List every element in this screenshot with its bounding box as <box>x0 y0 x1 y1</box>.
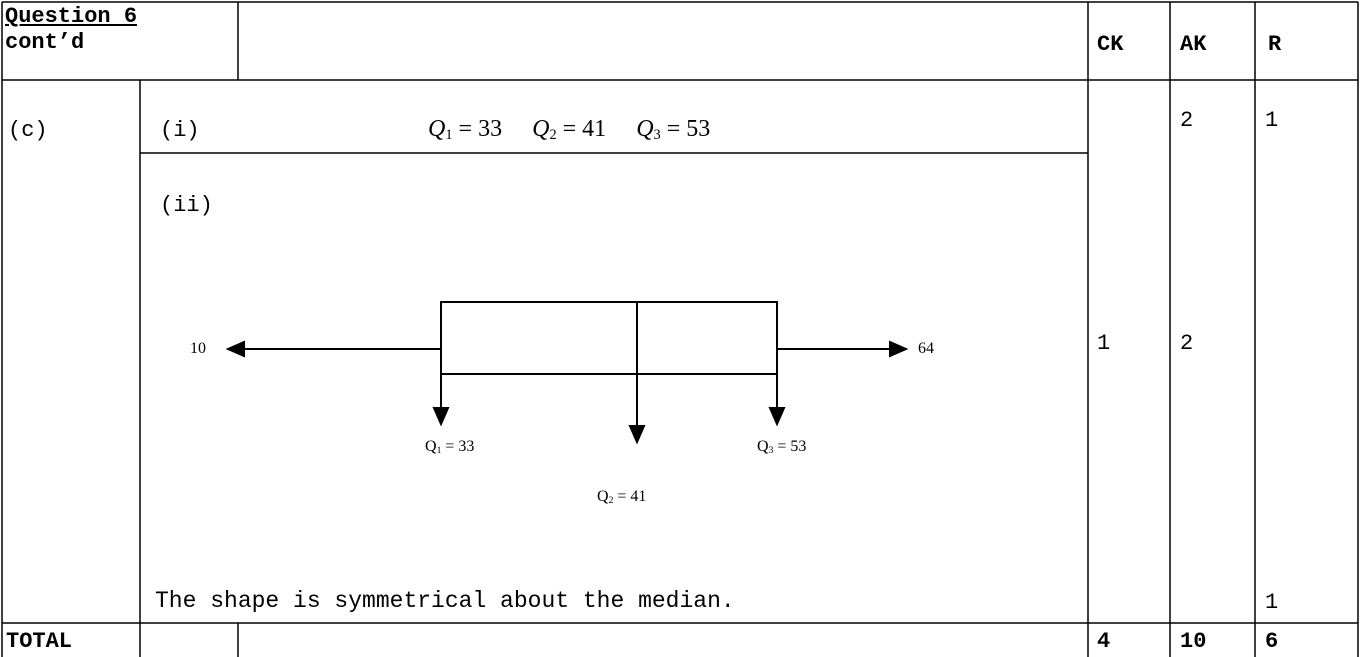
total-value: 10 <box>1180 629 1207 654</box>
total-value: 6 <box>1265 629 1279 654</box>
column-header: R <box>1268 32 1282 57</box>
box-plot <box>225 301 909 445</box>
box-max-label: 64 <box>918 340 934 357</box>
total-label: TOTAL <box>6 629 73 654</box>
quartile-label: Q2 = 41 <box>597 488 647 506</box>
mark: 1 <box>1265 590 1279 615</box>
total-value: 4 <box>1097 629 1111 654</box>
sub-label: (i) <box>160 118 200 143</box>
statement: The shape is symmetrical about the media… <box>155 588 735 614</box>
column-header: CK <box>1097 32 1124 57</box>
equation-term: Q1 = 33 <box>428 116 503 143</box>
sub-label: (ii) <box>160 193 213 218</box>
column-header: AK <box>1180 32 1207 57</box>
header-title: Question 6 <box>5 4 138 29</box>
header-subtitle: cont’d <box>5 30 85 55</box>
quartile-label: Q3 = 53 <box>757 438 807 456</box>
part-label: (c) <box>8 118 48 143</box>
mark: 1 <box>1265 108 1279 133</box>
equation-term: Q3 = 53 <box>636 116 711 143</box>
mark: 2 <box>1180 108 1194 133</box>
box-min-label: 10 <box>190 340 206 357</box>
quartile-label: Q1 = 33 <box>425 438 475 456</box>
mark: 1 <box>1097 331 1111 356</box>
mark: 2 <box>1180 331 1194 356</box>
equation: Q1 = 33 Q2 = 41 Q3 = 53 <box>428 117 710 142</box>
equation-term: Q2 = 41 <box>532 116 607 143</box>
